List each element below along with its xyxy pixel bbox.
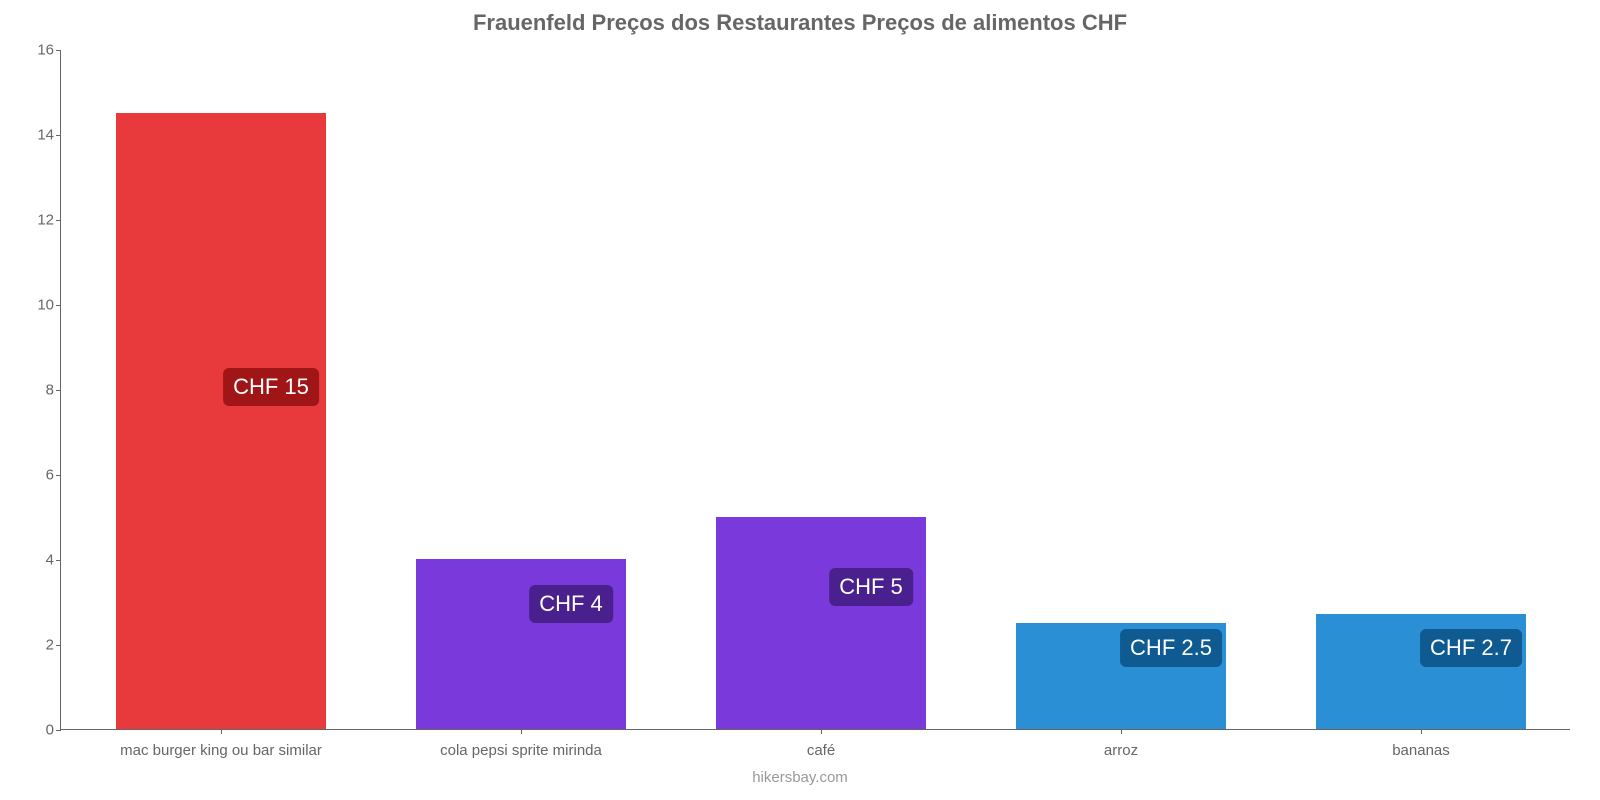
data-label-badge: CHF 15 <box>223 368 319 406</box>
chart-container: Frauenfeld Preços dos Restaurantes Preço… <box>20 10 1580 790</box>
chart-title: Frauenfeld Preços dos Restaurantes Preço… <box>20 10 1580 36</box>
y-tick-label: 14 <box>21 127 54 144</box>
y-tick-mark <box>56 135 61 136</box>
x-tick-mark <box>1421 729 1422 734</box>
y-tick-mark <box>56 475 61 476</box>
plot-area: 0246810121416mac burger king ou bar simi… <box>60 50 1570 730</box>
y-tick-label: 16 <box>21 42 54 59</box>
y-tick-label: 0 <box>21 722 54 739</box>
y-tick-mark <box>56 390 61 391</box>
bar <box>716 517 926 730</box>
y-tick-mark <box>56 305 61 306</box>
y-tick-label: 10 <box>21 297 54 314</box>
x-axis-label: cola pepsi sprite mirinda <box>440 742 602 759</box>
x-axis-label: café <box>807 742 835 759</box>
x-tick-mark <box>821 729 822 734</box>
x-tick-mark <box>221 729 222 734</box>
data-label-badge: CHF 5 <box>829 568 913 606</box>
x-axis-label: bananas <box>1392 742 1450 759</box>
y-tick-mark <box>56 730 61 731</box>
y-tick-label: 2 <box>21 637 54 654</box>
attribution-text: hikersbay.com <box>20 769 1580 786</box>
y-tick-mark <box>56 50 61 51</box>
y-tick-mark <box>56 220 61 221</box>
data-label-badge: CHF 2.7 <box>1420 629 1522 667</box>
bar <box>116 113 326 729</box>
y-tick-mark <box>56 560 61 561</box>
y-tick-label: 12 <box>21 212 54 229</box>
y-tick-label: 6 <box>21 467 54 484</box>
x-tick-mark <box>521 729 522 734</box>
data-label-badge: CHF 2.5 <box>1120 629 1222 667</box>
x-axis-label: arroz <box>1104 742 1138 759</box>
x-axis-label: mac burger king ou bar similar <box>120 742 322 759</box>
y-tick-label: 4 <box>21 552 54 569</box>
y-tick-label: 8 <box>21 382 54 399</box>
data-label-badge: CHF 4 <box>529 585 613 623</box>
y-tick-mark <box>56 645 61 646</box>
x-tick-mark <box>1121 729 1122 734</box>
